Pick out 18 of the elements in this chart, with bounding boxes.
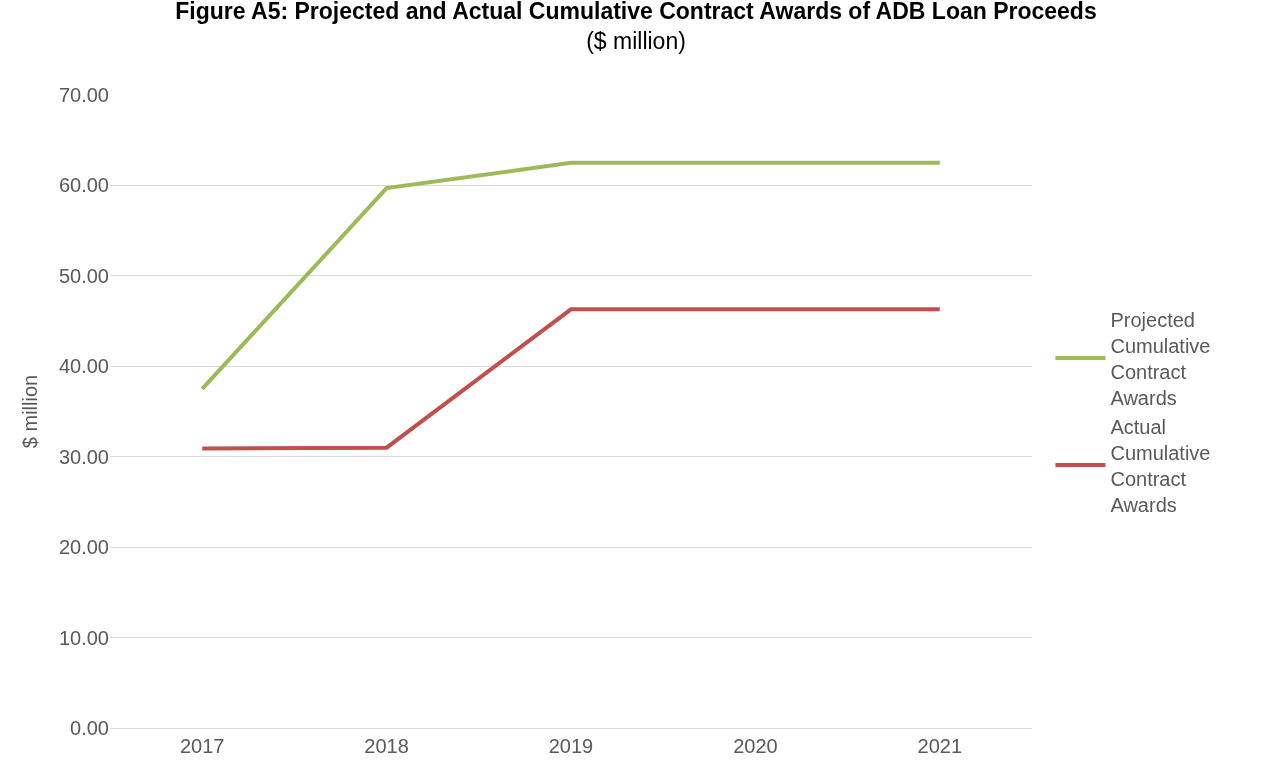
chart-subtitle: ($ million) xyxy=(586,28,686,55)
y-tick-label: 60.00 xyxy=(58,174,109,197)
x-tick-label: 2018 xyxy=(364,735,409,757)
x-tick-label: 2019 xyxy=(548,735,594,757)
x-tick-label: 2020 xyxy=(733,735,778,757)
legend-label: Projected Cumulative Contract Awards xyxy=(1110,308,1211,409)
y-tick-label: 50.00 xyxy=(58,264,109,287)
y-tick-label: 40.00 xyxy=(58,355,109,378)
y-axis-title: $ million xyxy=(19,374,42,449)
y-tick-label: 20.00 xyxy=(58,536,109,559)
x-tick-label: 2017 xyxy=(179,735,225,757)
y-tick-label: 30.00 xyxy=(58,445,109,468)
chart-title: Figure A5: Projected and Actual Cumulative Contract Awards of ADB Loan Proceeds xyxy=(175,0,1097,25)
y-tick-label: 10.00 xyxy=(58,626,109,649)
legend-label: Actual Cumulative Contract Awards xyxy=(1110,415,1211,516)
y-tick-label: 70.00 xyxy=(58,84,109,106)
x-tick-label: 2021 xyxy=(917,735,963,757)
y-tick-label: 0.00 xyxy=(70,717,109,739)
